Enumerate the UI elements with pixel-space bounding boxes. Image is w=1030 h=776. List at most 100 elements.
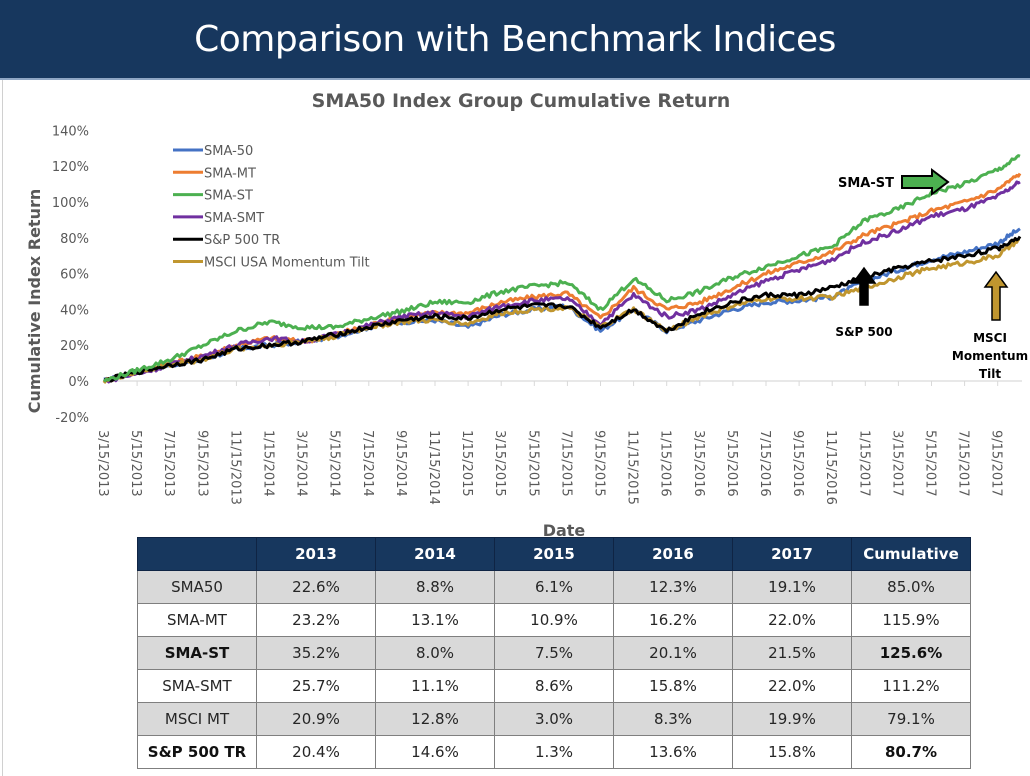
annual-return-cell: 8.3% <box>613 702 733 736</box>
y-tick-label: 60% <box>60 268 89 283</box>
arrow-up-icon <box>851 266 877 306</box>
x-tick-label: 5/15/2014 <box>327 430 342 497</box>
cumulative-cell: 111.2% <box>851 669 971 703</box>
x-tick-label: 9/15/2015 <box>592 430 607 497</box>
left-divider <box>2 80 3 776</box>
x-tick-label: 7/15/2017 <box>956 430 971 497</box>
annual-return-cell: 10.9% <box>494 603 614 637</box>
row-name: SMA-SMT <box>137 669 257 703</box>
y-tick-label: 80% <box>60 232 89 247</box>
annual-return-cell: 12.3% <box>613 570 733 604</box>
annual-return-cell: 16.2% <box>613 603 733 637</box>
x-tick-label: 1/15/2014 <box>261 430 276 497</box>
annual-returns-table: 2013 2014 2015 2016 2017 Cumulative SMA50 22.6… <box>137 537 971 769</box>
x-tick-label: 3/15/2016 <box>691 430 706 497</box>
title-bar: Comparison with Benchmark Indices <box>0 0 1030 80</box>
arrow-right-icon <box>901 168 950 196</box>
table-header-cell: Cumulative <box>851 537 971 571</box>
row-name: SMA50 <box>137 570 257 604</box>
legend-label: SMA-MT <box>204 166 256 181</box>
x-tick-label: 1/15/2016 <box>658 430 673 497</box>
annual-return-cell: 19.1% <box>732 570 852 604</box>
table-header-row: 2013 2014 2015 2016 2017 Cumulative <box>137 537 971 571</box>
table-row: SMA-SMT 25.7% 11.1% 8.6% 15.8% 22.0% 111.2% <box>137 669 971 703</box>
cumulative-cell: 125.6% <box>851 636 971 670</box>
series-line-sma-st <box>102 154 1021 383</box>
x-tick-label: 9/15/2017 <box>989 430 1004 497</box>
annual-return-cell: 8.8% <box>375 570 495 604</box>
annotation-label-sp500: S&P 500 <box>835 325 892 339</box>
annual-return-cell: 14.6% <box>375 735 495 769</box>
x-tick-label: 7/15/2013 <box>161 430 176 497</box>
y-axis-label: Cumulative Index Return <box>25 189 44 414</box>
legend-label: MSCI USA Momentum Tilt <box>204 256 370 271</box>
x-tick-label: 7/15/2016 <box>757 430 772 497</box>
arrow-up-icon <box>983 270 1009 321</box>
x-tick-label: 9/15/2016 <box>790 430 805 497</box>
page-title: Comparison with Benchmark Indices <box>194 19 836 60</box>
legend-label: SMA-ST <box>204 189 253 204</box>
x-tick-label: 1/15/2015 <box>459 430 474 497</box>
cumulative-cell: 79.1% <box>851 702 971 736</box>
x-tick-label: 7/15/2015 <box>558 430 573 497</box>
x-tick-label: 5/15/2017 <box>923 430 938 497</box>
x-tick-label: 3/15/2014 <box>294 430 309 497</box>
legend-label: S&P 500 TR <box>204 233 280 248</box>
chart-title: SMA50 Index Group Cumulative Return <box>312 90 731 112</box>
y-tick-label: 140% <box>52 124 89 139</box>
annual-return-cell: 20.9% <box>256 702 376 736</box>
table-header-cell: 2013 <box>256 537 376 571</box>
annual-return-cell: 6.1% <box>494 570 614 604</box>
table-header-cell: 2017 <box>732 537 852 571</box>
x-tick-label: 7/15/2014 <box>360 430 375 497</box>
y-tick-label: 20% <box>60 339 89 354</box>
annual-return-cell: 7.5% <box>494 636 614 670</box>
y-tick-label: 120% <box>52 160 89 175</box>
x-tick-label: 3/15/2015 <box>492 430 507 497</box>
annual-return-cell: 20.1% <box>613 636 733 670</box>
annotation-label-msci: MSCI <box>973 331 1007 345</box>
annual-return-cell: 22.0% <box>732 669 852 703</box>
table-row: MSCI MT 20.9% 12.8% 3.0% 8.3% 19.9% 79.1% <box>137 702 971 736</box>
annual-return-cell: 13.1% <box>375 603 495 637</box>
x-tick-label: 11/15/2016 <box>823 430 838 505</box>
x-tick-label: 5/15/2013 <box>128 430 143 497</box>
cumulative-cell: 80.7% <box>851 735 971 769</box>
table-header-blank <box>137 537 257 571</box>
series-line-sma-mt <box>102 172 1022 384</box>
table-row: S&P 500 TR 20.4% 14.6% 1.3% 13.6% 15.8% 80.7% <box>137 735 971 769</box>
annual-return-cell: 3.0% <box>494 702 614 736</box>
x-tick-label: 9/15/2013 <box>194 430 209 497</box>
annotation-label-msci: Momentum <box>952 349 1028 363</box>
annotation-label-msci: Tilt <box>979 367 1001 381</box>
annual-return-cell: 25.7% <box>256 669 376 703</box>
table-header-cell: 2014 <box>375 537 495 571</box>
legend-label: SMA-50 <box>204 144 253 159</box>
annual-return-cell: 19.9% <box>732 702 852 736</box>
x-tick-label: 1/15/2017 <box>856 430 871 497</box>
cumulative-cell: 85.0% <box>851 570 971 604</box>
x-tick-label: 5/15/2016 <box>724 430 739 497</box>
annual-return-cell: 1.3% <box>494 735 614 769</box>
row-name: MSCI MT <box>137 702 257 736</box>
annual-return-cell: 13.6% <box>613 735 733 769</box>
table-row: SMA-MT 23.2% 13.1% 10.9% 16.2% 22.0% 115.9% <box>137 603 971 637</box>
cumulative-cell: 115.9% <box>851 603 971 637</box>
row-name: SMA-ST <box>137 636 257 670</box>
table-row: SMA-ST 35.2% 8.0% 7.5% 20.1% 21.5% 125.6% <box>137 636 971 670</box>
x-tick-label: 11/15/2015 <box>625 430 640 505</box>
annual-return-cell: 20.4% <box>256 735 376 769</box>
x-tick-label: 3/15/2017 <box>889 430 904 497</box>
y-tick-label: 40% <box>60 303 89 318</box>
table-header-cell: 2016 <box>613 537 733 571</box>
annotation-label-sma-st: SMA-ST <box>838 176 894 191</box>
row-name: SMA-MT <box>137 603 257 637</box>
annual-return-cell: 22.0% <box>732 603 852 637</box>
annual-return-cell: 8.0% <box>375 636 495 670</box>
y-tick-label: 100% <box>52 196 89 211</box>
row-name: S&P 500 TR <box>137 735 257 769</box>
annual-return-cell: 22.6% <box>256 570 376 604</box>
annual-return-cell: 23.2% <box>256 603 376 637</box>
x-tick-label: 11/15/2014 <box>426 430 441 505</box>
table-row: SMA50 22.6% 8.8% 6.1% 12.3% 19.1% 85.0% <box>137 570 971 604</box>
